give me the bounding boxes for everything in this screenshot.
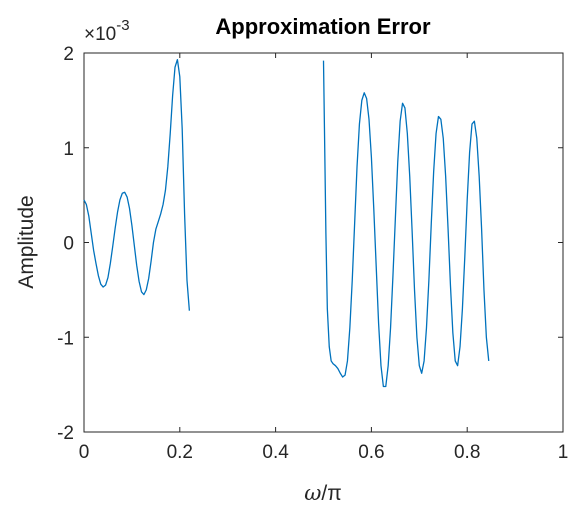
y-tick-label: -2: [57, 423, 74, 444]
plot-area: [83, 52, 564, 433]
x-label-pi: π: [327, 482, 342, 505]
y-exponent-power: -3: [116, 17, 129, 34]
y-tick-label: 0: [63, 234, 74, 255]
svg-text:×10-3: ×10-3: [84, 17, 130, 45]
x-tick-label: 0.8: [454, 442, 480, 463]
y-exponent-base: ×10: [84, 24, 116, 45]
y-axis-ticks: -2 -1 0 1 2: [57, 44, 563, 444]
x-tick-label: 1: [558, 442, 569, 463]
series-line-segment-1: [83, 58, 191, 311]
x-axis-label: ω/π: [304, 481, 341, 505]
y-axis-label: Amplitude: [15, 195, 38, 288]
x-tick-label: 0: [79, 442, 90, 463]
y-tick-label: 1: [63, 139, 74, 160]
x-label-slash: /: [321, 482, 327, 505]
x-tick-label: 0.6: [358, 442, 384, 463]
y-tick-label: -1: [57, 328, 74, 349]
data-lines: [83, 58, 490, 388]
x-tick-label: 0.4: [262, 442, 289, 463]
chart-title: Approximation Error: [215, 14, 431, 39]
series-line-segment-2: [322, 60, 490, 388]
x-label-omega: ω: [304, 481, 321, 505]
y-tick-label: 2: [63, 44, 74, 65]
x-axis-ticks: 0 0.2 0.4 0.6 0.8 1: [79, 53, 569, 463]
y-exponent-label: ×10-3: [84, 17, 130, 45]
x-tick-label: 0.2: [167, 442, 193, 463]
